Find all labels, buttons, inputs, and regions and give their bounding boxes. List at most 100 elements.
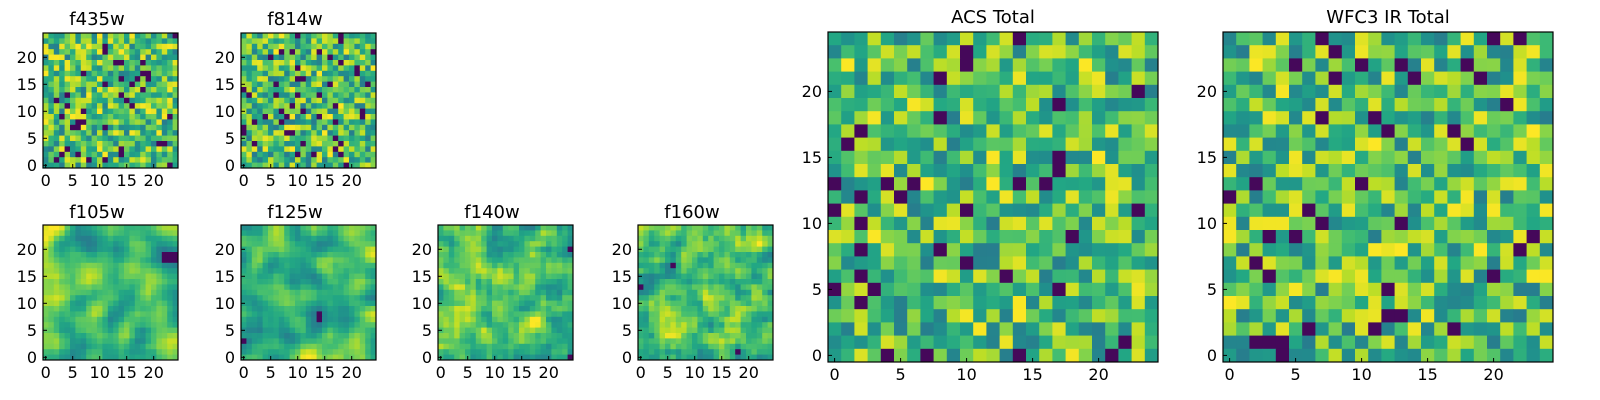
heatmap-cell: [481, 284, 487, 291]
heatmap-cell: [708, 311, 714, 318]
heatmap-cell: [713, 295, 720, 301]
heatmap-cell: [64, 273, 71, 280]
heatmap-cell: [746, 252, 752, 258]
heatmap-cell: [273, 146, 280, 153]
heatmap-cell: [529, 289, 536, 296]
heatmap-cell: [1144, 203, 1159, 218]
heatmap-cell: [719, 349, 725, 355]
heatmap-cell: [53, 349, 60, 355]
heatmap-cell: [161, 146, 168, 153]
heatmap-cell: [920, 177, 934, 191]
heatmap-cell: [80, 338, 87, 345]
heatmap-cell: [1315, 230, 1329, 244]
heatmap-cell: [551, 306, 558, 312]
heatmap-cell: [686, 235, 693, 242]
heatmap-cell: [670, 225, 677, 231]
heatmap-cell: [1289, 45, 1303, 59]
heatmap-cell: [1118, 256, 1132, 270]
heatmap-cell: [562, 284, 568, 291]
heatmap-cell: [492, 311, 498, 318]
heatmap-cell: [713, 252, 720, 258]
heatmap-cell: [920, 45, 934, 59]
heatmap-cell: [1262, 256, 1277, 270]
heatmap-cell: [80, 300, 87, 307]
heatmap-cell: [1289, 98, 1303, 112]
heatmap-cell: [907, 296, 921, 310]
heatmap-cell: [129, 246, 136, 253]
heatmap-cell: [167, 87, 173, 93]
heatmap-cell: [97, 268, 103, 274]
heatmap-cell: [80, 225, 87, 231]
heatmap-cell: [481, 289, 487, 296]
heatmap-cell: [1078, 203, 1093, 218]
heatmap-cell: [338, 295, 344, 301]
heatmap-cell: [920, 296, 934, 310]
heatmap-cell: [107, 311, 114, 318]
heatmap-cell: [1500, 32, 1514, 46]
heatmap-cell: [854, 335, 868, 350]
heatmap-cell: [48, 246, 55, 253]
heatmap-cell: [546, 262, 552, 269]
heatmap-cell: [300, 225, 307, 231]
heatmap-cell: [1262, 71, 1277, 86]
x-tick-label: 0: [239, 363, 249, 382]
heatmap-cell: [359, 322, 366, 328]
heatmap-cell: [161, 49, 168, 55]
heatmap-cell: [502, 252, 509, 258]
heatmap-cell: [167, 157, 173, 163]
heatmap-cell: [1328, 177, 1343, 191]
heatmap-cell: [665, 230, 671, 237]
heatmap-cell: [1052, 111, 1066, 125]
heatmap-cell: [129, 235, 136, 242]
heatmap-cell: [867, 322, 882, 336]
heatmap-cell: [338, 70, 344, 77]
heatmap-cell: [48, 49, 55, 55]
heatmap-cell: [1368, 111, 1382, 125]
heatmap-cell: [316, 157, 323, 163]
heatmap-cell: [354, 76, 361, 82]
heatmap-cell: [316, 343, 323, 350]
heatmap-cell: [161, 241, 168, 247]
y-tick-label: 15: [17, 267, 37, 286]
heatmap-cell: [151, 146, 157, 153]
heatmap-cell: [1223, 111, 1237, 125]
heatmap-cell: [349, 81, 355, 88]
heatmap-cell: [80, 65, 87, 72]
heatmap-cell: [251, 108, 258, 115]
heatmap-cell: [75, 289, 82, 296]
heatmap-cell: [567, 235, 574, 242]
heatmap-cell: [492, 262, 498, 269]
heatmap-cell: [481, 246, 487, 253]
heatmap-cell: [1315, 71, 1329, 86]
heatmap-cell: [665, 225, 671, 231]
heatmap-cell: [1355, 203, 1369, 218]
heatmap-cell: [151, 87, 157, 93]
heatmap-cell: [134, 146, 141, 153]
heatmap-cell: [740, 273, 747, 280]
heatmap-cell: [64, 33, 71, 39]
heatmap-cell: [278, 54, 285, 61]
heatmap-cell: [151, 300, 157, 307]
heatmap-cell: [713, 257, 720, 264]
heatmap-cell: [167, 268, 173, 274]
heatmap-cell: [740, 284, 747, 291]
heatmap-cell: [920, 322, 934, 336]
heatmap-cell: [1434, 111, 1448, 125]
heatmap-cell: [933, 164, 948, 178]
heatmap-cell: [1039, 243, 1053, 257]
heatmap-cell: [343, 103, 350, 109]
heatmap-cell: [295, 343, 301, 350]
heatmap-cell: [48, 327, 55, 334]
heatmap-cell: [756, 322, 763, 328]
heatmap-cell: [246, 273, 253, 280]
heatmap-cell: [713, 225, 720, 231]
heatmap-cell: [973, 282, 987, 297]
heatmap-cell: [295, 295, 301, 301]
heatmap-cell: [740, 349, 747, 355]
heatmap-cell: [960, 230, 974, 244]
heatmap-cell: [481, 300, 487, 307]
heatmap-cell: [946, 164, 961, 178]
heatmap-cell: [986, 203, 1000, 218]
heatmap-cell: [481, 225, 487, 231]
